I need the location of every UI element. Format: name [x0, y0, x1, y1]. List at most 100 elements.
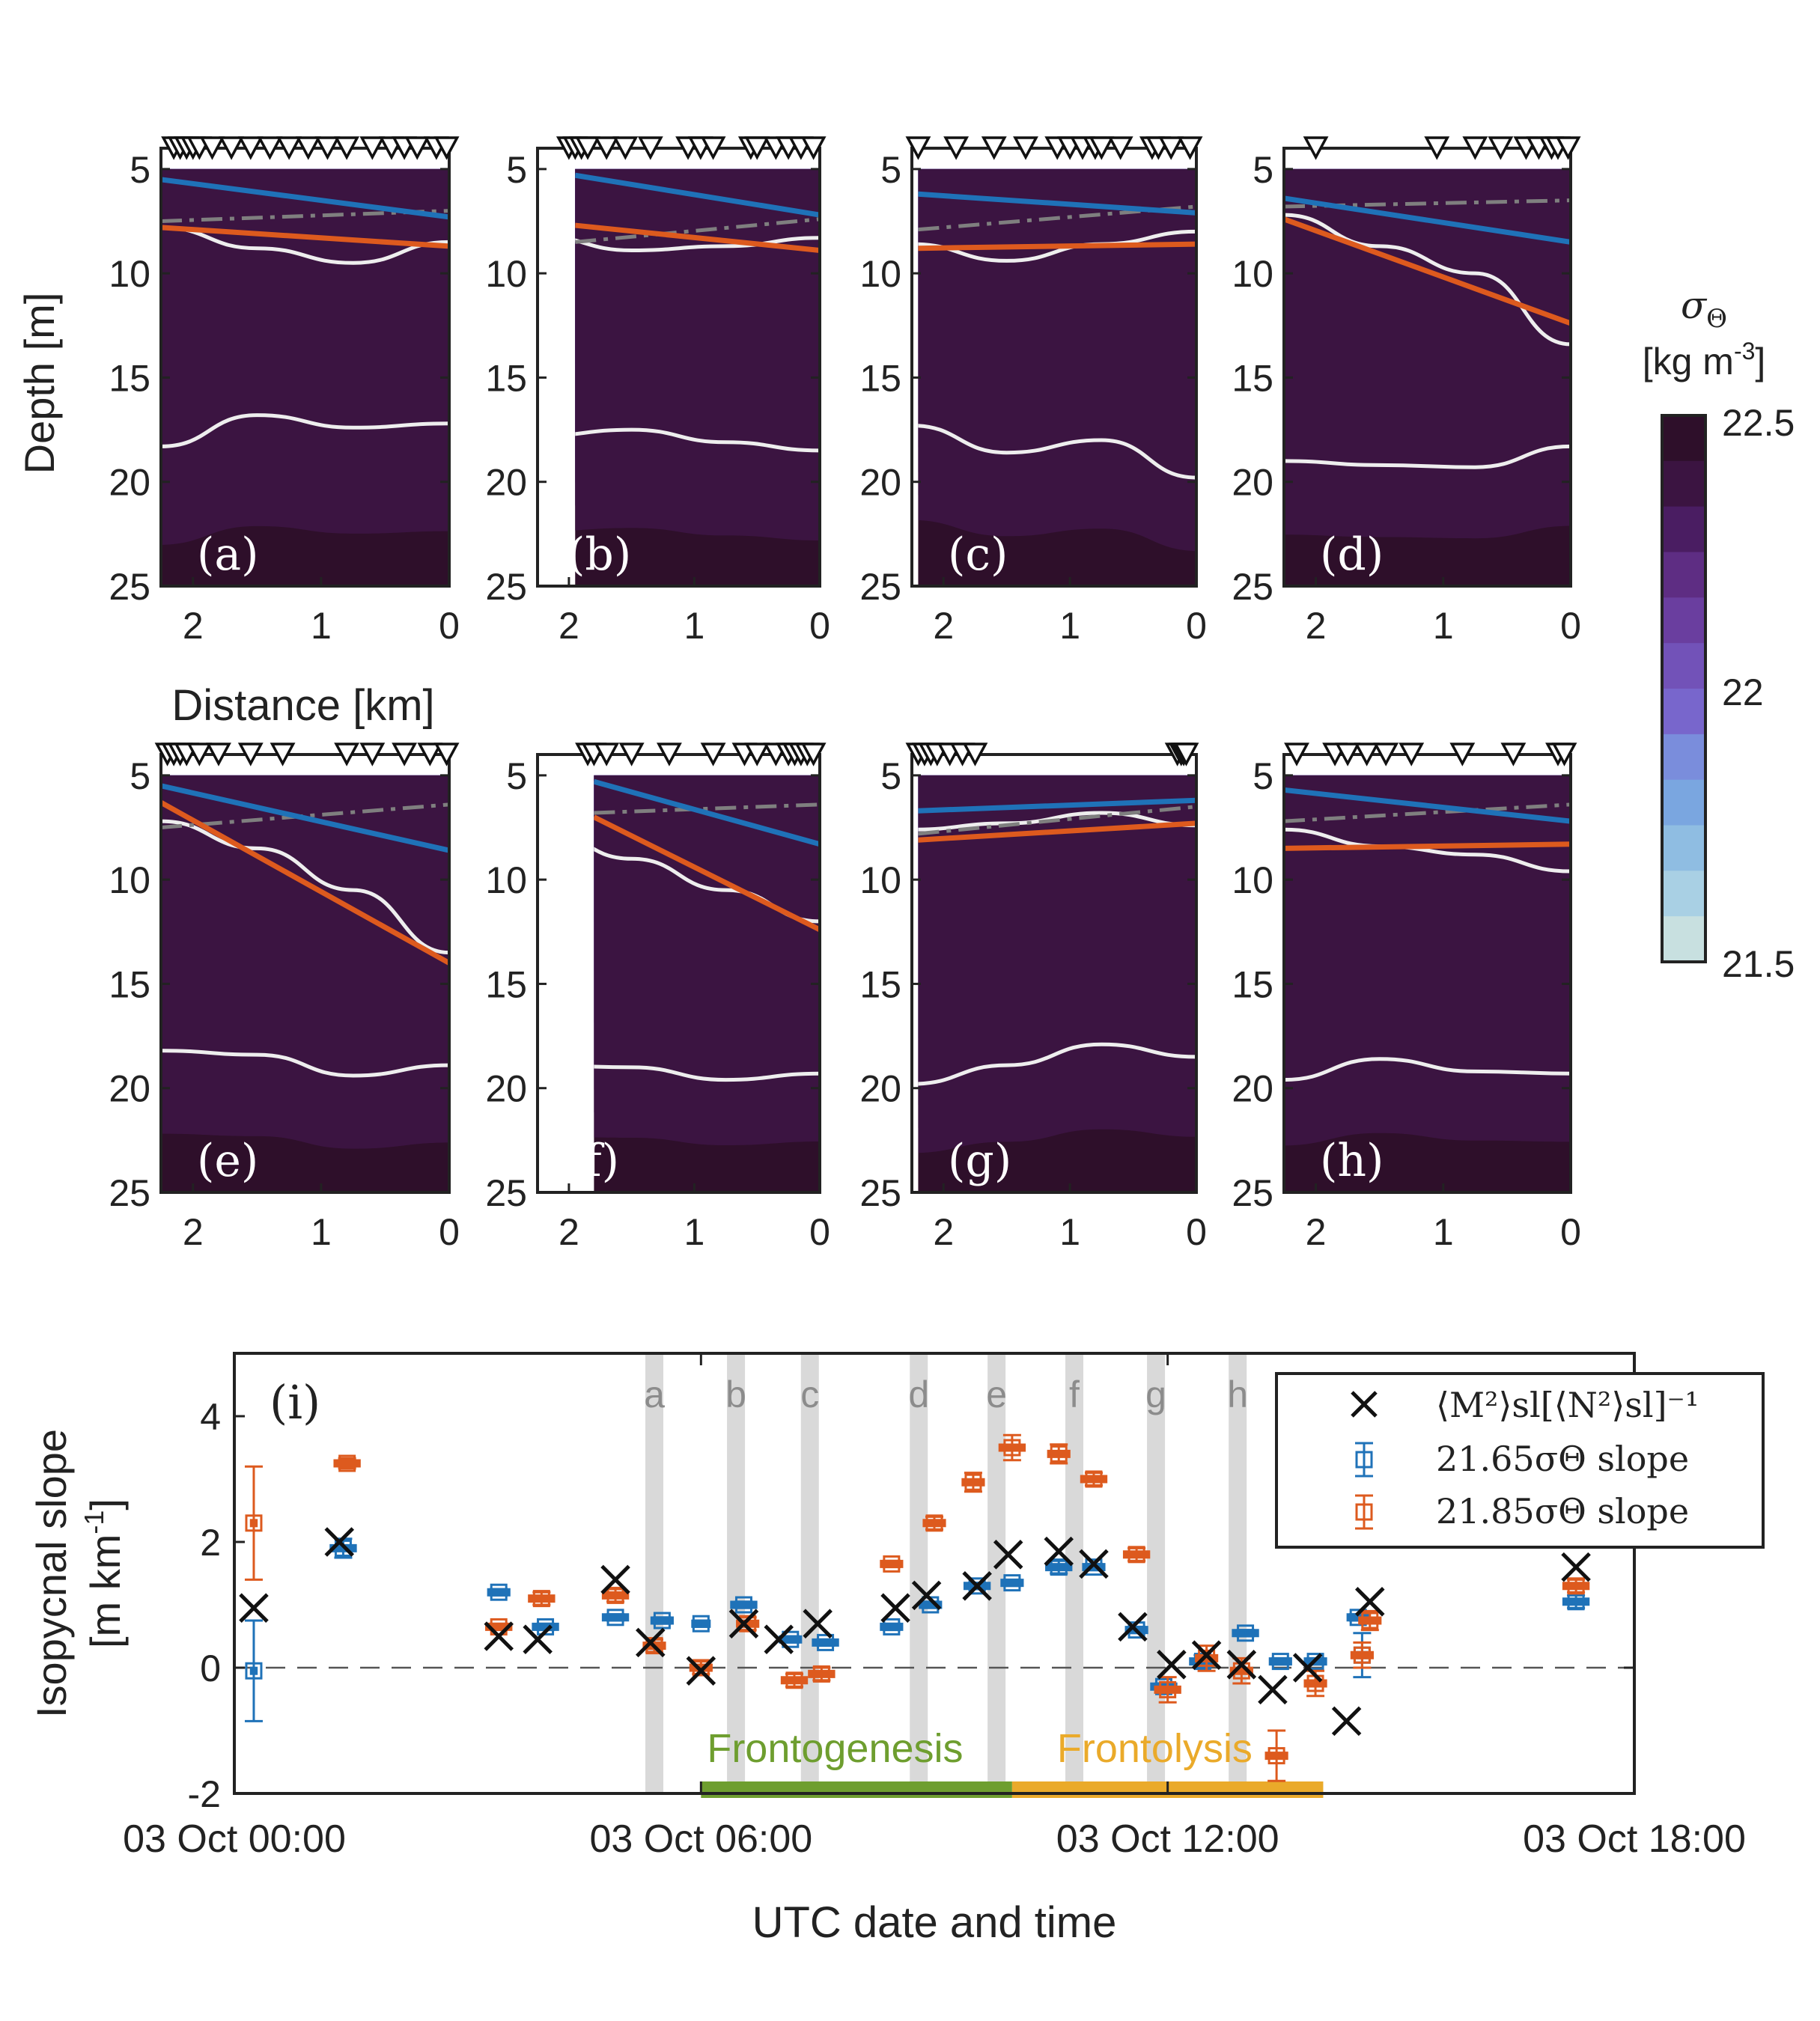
contour-22-35 — [918, 424, 1196, 480]
contour-22-35 — [594, 1064, 821, 1082]
colorbar-title-symbol: σ — [1681, 284, 1708, 327]
x-tick-label: 2 — [559, 605, 579, 647]
colorbar-band — [1662, 734, 1705, 781]
x-tick-label: 0 — [1186, 605, 1207, 647]
y-tick-label: 10 — [859, 253, 901, 295]
density-band — [161, 775, 449, 1149]
ratio-point — [1331, 1706, 1362, 1737]
ratio-point — [239, 1593, 269, 1623]
colorbar-units-base: [kg m — [1643, 341, 1734, 382]
sections-xlabel: Distance [km] — [171, 681, 434, 730]
slope-21-65-point — [1000, 1574, 1024, 1592]
slope-21-65-point — [244, 1619, 263, 1722]
fit-line-21-65 — [918, 797, 1196, 814]
fit-line-21-85 — [594, 814, 821, 933]
snapshot-shades: a b c d e f g h — [644, 1353, 1248, 1793]
slope-21-65-point — [691, 1615, 711, 1633]
station-marker — [1500, 743, 1527, 766]
station-marker — [1173, 743, 1199, 766]
snapshot-shade — [1147, 1353, 1166, 1793]
station-marker — [1555, 136, 1581, 160]
station-marker — [433, 743, 460, 766]
slope-21-85-point — [1122, 1546, 1151, 1564]
y-tick-label: 25 — [109, 566, 150, 608]
density-field — [161, 775, 449, 1192]
y-tick-label: 15 — [485, 963, 527, 1005]
legend-cross-marker — [1351, 1391, 1378, 1418]
fit-line-21-85 — [918, 820, 1196, 843]
station-marker — [1335, 743, 1361, 766]
fit-line-21-65 — [575, 172, 820, 218]
ratio-point — [523, 1624, 553, 1654]
y-tick-label: 20 — [109, 1068, 150, 1110]
legend-blue-label: 21.65σΘ slope — [1436, 1439, 1689, 1479]
snapshot-shade — [910, 1353, 928, 1793]
slope-21-65-point — [1082, 1558, 1106, 1576]
slope-21-85-point — [998, 1433, 1026, 1462]
panel-i-ylabel-2: [m km-1] — [79, 1499, 129, 1648]
station-marker — [637, 136, 663, 160]
colorbar-band — [1662, 415, 1705, 462]
y-tick-label: 20 — [1232, 462, 1273, 504]
phase-label: Frontolysis — [1057, 1726, 1253, 1771]
snapshot-label: h — [1227, 1374, 1248, 1415]
section-panel-label: (g) — [948, 1135, 1011, 1187]
y-tick-label: 15 — [109, 963, 150, 1005]
colorbar-band — [1662, 643, 1705, 689]
x-tick-label: 1 — [1433, 605, 1454, 647]
station-marker — [981, 136, 1007, 160]
section-panel-label: (c) — [948, 528, 1008, 581]
station-marker — [1551, 743, 1577, 766]
section-panel-label: (a) — [197, 528, 259, 581]
colorbar-band — [1662, 506, 1705, 552]
panel-i-xlabel: UTC date and time — [752, 1898, 1117, 1947]
mixed-layer-line — [575, 217, 820, 244]
station-marker — [1107, 136, 1133, 160]
slope-21-65-point — [812, 1633, 839, 1651]
colorbar-band — [1662, 552, 1705, 598]
x-tick-label: 2 — [183, 1211, 204, 1253]
snapshot-label: g — [1145, 1374, 1166, 1415]
x-tick-label: 2 — [559, 1211, 579, 1253]
legend-orange-label: 21.85σΘ slope — [1436, 1491, 1689, 1531]
contour-21-85 — [918, 229, 1196, 263]
legend-blue-marker — [1355, 1442, 1373, 1478]
section-frame — [1282, 753, 1572, 1194]
y-tick-label: -2 — [188, 1773, 221, 1815]
y-tick-label: 10 — [1232, 253, 1273, 295]
colorbar-units-exp: -3 — [1734, 338, 1755, 365]
colorbar-band — [1662, 825, 1705, 871]
y-tick-label: 20 — [859, 462, 901, 504]
y-tick-label: 4 — [200, 1396, 221, 1438]
density-field — [1284, 168, 1571, 586]
station-marker — [594, 743, 620, 766]
station-marker — [943, 136, 970, 160]
contour-22-35 — [1284, 444, 1571, 469]
y-tick-label: 15 — [1232, 963, 1273, 1005]
station-marker — [359, 743, 386, 766]
sections-ylabel: Depth [m] — [16, 293, 63, 475]
station-marker — [1424, 136, 1450, 160]
mixed-layer-line — [161, 802, 449, 829]
ratio-point — [484, 1621, 514, 1651]
station-marker — [433, 136, 460, 160]
station-marker — [1284, 743, 1309, 766]
slope-21-85-point — [1154, 1676, 1181, 1704]
station-marker — [334, 136, 360, 160]
colorbar-band — [1662, 916, 1705, 963]
y-tick-label: 10 — [109, 859, 150, 901]
x-tick-label: 03 Oct 12:00 — [1056, 1817, 1279, 1861]
density-band — [918, 775, 1196, 1153]
slope-21-85-point — [922, 1514, 946, 1532]
contour-22-35 — [575, 427, 820, 453]
station-marker — [404, 136, 430, 160]
slope-21-65-point — [1232, 1624, 1259, 1642]
section-frame — [536, 753, 821, 1194]
colorbar-band — [1662, 597, 1705, 644]
ratio-point — [1157, 1650, 1187, 1680]
